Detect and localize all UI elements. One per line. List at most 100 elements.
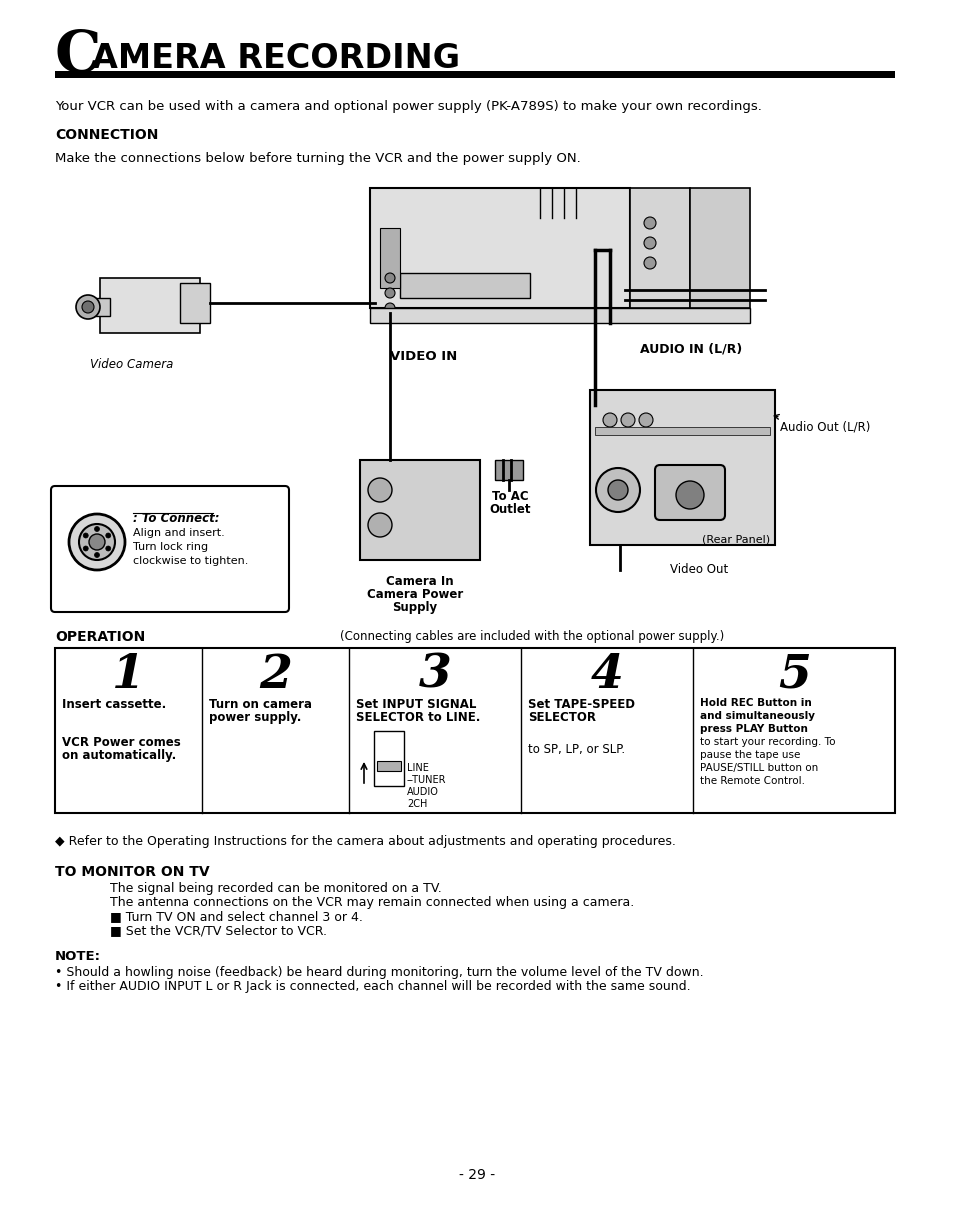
Text: Supply: Supply [392,602,437,614]
Bar [495,460,522,480]
Text: (Rear Panel): (Rear Panel) [701,535,769,545]
Text: Set TAPE-SPEED: Set TAPE-SPEED [528,698,635,712]
Text: Video Camera: Video Camera [90,358,173,371]
Text: C: C [55,28,101,85]
Circle shape [79,524,115,561]
Text: AUDIO: AUDIO [407,786,438,797]
Bar [180,283,210,323]
Text: Your VCR can be used with a camera and optional power supply (PK-A789S) to make : Your VCR can be used with a camera and o… [55,100,761,114]
Circle shape [368,513,392,538]
Circle shape [83,546,88,551]
Text: NOTE:: NOTE: [55,949,101,963]
Text: • If either AUDIO INPUT L or R Jack is connected, each channel will be recorded : • If either AUDIO INPUT L or R Jack is c… [55,980,690,993]
Text: ■ Set the VCR/TV Selector to VCR.: ■ Set the VCR/TV Selector to VCR. [110,924,327,937]
Bar [379,228,399,288]
Text: The antenna connections on the VCR may remain connected when using a camera.: The antenna connections on the VCR may r… [110,896,634,908]
Bar [689,188,749,308]
Text: 2: 2 [259,652,292,698]
Text: 3: 3 [418,652,451,698]
Circle shape [368,478,392,503]
Circle shape [82,301,94,313]
Circle shape [83,533,88,538]
Text: CONNECTION: CONNECTION [55,128,158,143]
Circle shape [643,217,656,230]
Text: the Remote Control.: the Remote Control. [700,776,804,786]
Text: pause the tape use: pause the tape use [700,750,800,760]
Circle shape [106,546,111,551]
Text: SELECTOR: SELECTOR [528,712,596,724]
Text: (Connecting cables are included with the optional power supply.): (Connecting cables are included with the… [339,631,723,643]
Text: Make the connections below before turning the VCR and the power supply ON.: Make the connections below before turnin… [55,152,580,165]
Text: Set INPUT SIGNAL: Set INPUT SIGNAL [355,698,476,712]
Text: AMERA RECORDING: AMERA RECORDING [91,42,459,75]
Bar [80,298,110,316]
Circle shape [602,413,617,426]
Text: to start your recording. To: to start your recording. To [700,737,835,747]
Text: OPERATION: OPERATION [55,631,145,644]
Text: to SP, LP, or SLP.: to SP, LP, or SLP. [528,743,624,756]
Circle shape [106,533,111,538]
Text: on automatically.: on automatically. [62,749,176,762]
Circle shape [607,480,627,500]
Bar [629,188,689,308]
Text: Align and insert.: Align and insert. [132,528,225,538]
Text: 2CH: 2CH [407,798,427,809]
Bar [370,308,749,323]
Text: power supply.: power supply. [209,712,301,724]
Circle shape [94,552,99,558]
Text: • Should a howling noise (feedback) be heard during monitoring, turn the volume : • Should a howling noise (feedback) be h… [55,966,703,978]
Text: VIDEO IN: VIDEO IN [390,350,456,362]
Circle shape [676,481,703,509]
Circle shape [94,527,99,532]
Text: To AC: To AC [491,490,528,503]
Bar [100,278,200,333]
Text: : To Connect:: : To Connect: [132,512,219,525]
Text: 5: 5 [777,652,810,698]
Text: Hold REC Button in: Hold REC Button in [700,698,811,708]
Text: Outlet: Outlet [489,503,530,516]
Text: press PLAY Button: press PLAY Button [700,724,807,734]
Text: LINE: LINE [407,763,429,773]
Text: AUDIO IN (L/R): AUDIO IN (L/R) [639,343,741,356]
Circle shape [596,467,639,512]
Text: TO MONITOR ON TV: TO MONITOR ON TV [55,865,210,879]
Circle shape [643,237,656,249]
Text: 4: 4 [590,652,623,698]
Text: ■ Turn TV ON and select channel 3 or 4.: ■ Turn TV ON and select channel 3 or 4. [110,910,362,923]
Bar [374,731,403,786]
Bar [589,390,774,545]
Text: Audio Out (L/R): Audio Out (L/R) [774,414,869,432]
Text: ◆ Refer to the Operating Instructions for the camera about adjustments and opera: ◆ Refer to the Operating Instructions fo… [55,835,675,848]
Circle shape [385,288,395,298]
FancyBboxPatch shape [655,465,724,519]
Circle shape [76,295,100,319]
Text: --TUNER: --TUNER [407,776,446,785]
FancyBboxPatch shape [51,486,289,612]
Circle shape [643,257,656,269]
Circle shape [385,273,395,283]
Text: VCR Power comes: VCR Power comes [62,736,180,749]
Text: and simultaneously: and simultaneously [700,712,815,721]
Text: PAUSE/STILL button on: PAUSE/STILL button on [700,763,818,773]
Bar [376,761,400,771]
Text: SELECTOR to LINE.: SELECTOR to LINE. [355,712,480,724]
Circle shape [385,303,395,313]
Circle shape [69,513,125,570]
Bar [595,426,769,435]
Text: Turn on camera: Turn on camera [209,698,312,712]
Text: Insert cassette.: Insert cassette. [62,698,166,712]
Text: Video Out: Video Out [669,563,727,576]
Bar [359,460,479,561]
Bar [399,273,530,298]
Text: Camera In: Camera In [386,575,454,588]
Text: Camera Power: Camera Power [367,588,462,602]
Circle shape [620,413,635,426]
Text: Turn lock ring: Turn lock ring [132,542,208,552]
Text: The signal being recorded can be monitored on a TV.: The signal being recorded can be monitor… [110,882,441,895]
Circle shape [89,534,105,550]
Text: 1: 1 [112,652,145,698]
Bar [55,71,894,79]
Text: clockwise to tighten.: clockwise to tighten. [132,556,248,567]
Text: - 29 -: - 29 - [458,1168,495,1181]
Bar [370,188,629,308]
